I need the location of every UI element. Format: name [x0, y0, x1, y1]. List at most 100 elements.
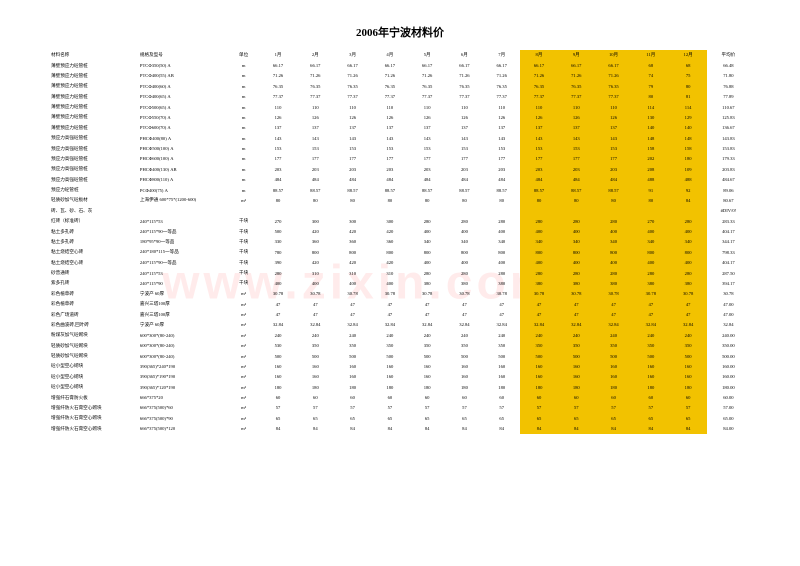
cell-m4: 177	[371, 154, 408, 164]
cell-spec: PTCΦ400(65) A	[139, 92, 228, 102]
cell-m7: 126	[483, 112, 520, 122]
cell-m4: 57	[371, 403, 408, 413]
cell-avg: 32.84	[707, 320, 750, 330]
cell-m5: 153	[409, 143, 446, 153]
cell-m12: 800	[669, 247, 706, 257]
cell-m9: 240	[558, 330, 595, 340]
cell-m6: 88.57	[446, 185, 483, 195]
cell-m3: 300	[334, 216, 371, 226]
cell-m10: 380	[595, 278, 632, 288]
cell-avg: 47.00	[707, 309, 750, 319]
cell-m1: 32.84	[259, 320, 296, 330]
cell-m4: 310	[371, 268, 408, 278]
cell-m8: 65	[520, 413, 557, 423]
cell-avg: 153.83	[707, 143, 750, 153]
cell-m6: 71.26	[446, 71, 483, 81]
col-spec: 规格及型号	[139, 50, 228, 60]
cell-m10: 203	[595, 164, 632, 174]
cell-m4: 71.26	[371, 71, 408, 81]
cell-m3: 500	[334, 351, 371, 361]
cell-m8: 110	[520, 102, 557, 112]
cell-m3: 76.35	[334, 81, 371, 91]
cell-m6: 32.84	[446, 320, 483, 330]
cell-m3: 110	[334, 102, 371, 112]
cell-m8: 126	[520, 112, 557, 122]
cell-m8: 280	[520, 216, 557, 226]
cell-unit: m	[228, 60, 260, 70]
cell-m8: 80	[520, 195, 557, 205]
cell-m8: 76.35	[520, 81, 557, 91]
cell-m5: 60	[409, 392, 446, 402]
cell-name: 粘土多孔砖	[50, 226, 139, 236]
cell-m2: 400	[297, 278, 334, 288]
cell-m1: 30.78	[259, 289, 296, 299]
cell-m4: 66.17	[371, 60, 408, 70]
cell-unit: m³	[228, 372, 260, 382]
cell-spec: 宁波产 60厚	[139, 320, 228, 330]
cell-m11: 60	[632, 392, 669, 402]
cell-spec: 666*375(500)*90	[139, 413, 228, 423]
cell-m7: 280	[483, 268, 520, 278]
cell-m7: 30.78	[483, 289, 520, 299]
cell-m7: 76.35	[483, 81, 520, 91]
cell-m3: 137	[334, 123, 371, 133]
cell-m11: 65	[632, 413, 669, 423]
cell-m2: 32.84	[297, 320, 334, 330]
cell-m7: 65	[483, 413, 520, 423]
table-row: 增强纤防火石膏空心砌块666*375(500)*90m²656565656565…	[50, 413, 750, 423]
cell-m9: 71.26	[558, 71, 595, 81]
cell-m1: 500	[259, 351, 296, 361]
cell-name: 薄壁预应力砼管桩	[50, 71, 139, 81]
cell-m12: 340	[669, 237, 706, 247]
cell-spec: 240*180*115一等品	[139, 247, 228, 257]
cell-m2: 240	[297, 330, 334, 340]
col-m7: 7月	[483, 50, 520, 60]
cell-m7: 84	[483, 424, 520, 434]
table-row: 粘土烧结空心砖240*180*115一等品千块78080080080080080…	[50, 247, 750, 257]
cell-m1: 137	[259, 123, 296, 133]
cell-m6: 153	[446, 143, 483, 153]
cell-m7: 110	[483, 102, 520, 112]
cell-m9: 203	[558, 164, 595, 174]
cell-m4: 350	[371, 341, 408, 351]
cell-m5: 180	[409, 382, 446, 392]
cell-m6: 177	[446, 154, 483, 164]
cell-m1: 160	[259, 361, 296, 371]
cell-m2: 60	[297, 392, 334, 402]
cell-m12: 30.78	[669, 289, 706, 299]
cell-spec: 666*375(500)*120	[139, 424, 228, 434]
cell-name: 砼小型空心砌块	[50, 382, 139, 392]
cell-spec: PTCΦ400(60) A	[139, 81, 228, 91]
cell-m3: 47	[334, 309, 371, 319]
cell-m6: 500	[446, 351, 483, 361]
table-row: 薄壁预应力砼管桩PTCΦ400(60) Am76.3576.3576.3576.…	[50, 81, 750, 91]
cell-m8: 88.57	[520, 185, 557, 195]
cell-name: 彩色曲波砖,回叶砖	[50, 320, 139, 330]
cell-m11: 340	[632, 237, 669, 247]
cell-m1: 143	[259, 133, 296, 143]
cell-m10: 160	[595, 361, 632, 371]
cell-m11: 79	[632, 81, 669, 91]
cell-m3: 800	[334, 247, 371, 257]
cell-m4: 137	[371, 123, 408, 133]
cell-unit: m	[228, 92, 260, 102]
cell-m1: 153	[259, 143, 296, 153]
cell-avg: 203.83	[707, 164, 750, 174]
cell-m12: 500	[669, 351, 706, 361]
cell-m4: 160	[371, 372, 408, 382]
col-m11: 11月	[632, 50, 669, 60]
cell-m4: 32.84	[371, 320, 408, 330]
cell-m3: 84	[334, 424, 371, 434]
cell-m8: 47	[520, 309, 557, 319]
cell-m9: 400	[558, 226, 595, 236]
col-avg: 平均价	[707, 50, 750, 60]
cell-m7: 66.17	[483, 60, 520, 70]
col-unit: 单位	[228, 50, 260, 60]
cell-m8	[520, 206, 557, 216]
cell-unit: m²	[228, 403, 260, 413]
cell-m1: 60	[259, 392, 296, 402]
cell-name: 粘土多孔砖	[50, 237, 139, 247]
cell-spec: PTCΦ350(50) A	[139, 60, 228, 70]
cell-m11: 30.78	[632, 289, 669, 299]
cell-avg: 47.00	[707, 299, 750, 309]
